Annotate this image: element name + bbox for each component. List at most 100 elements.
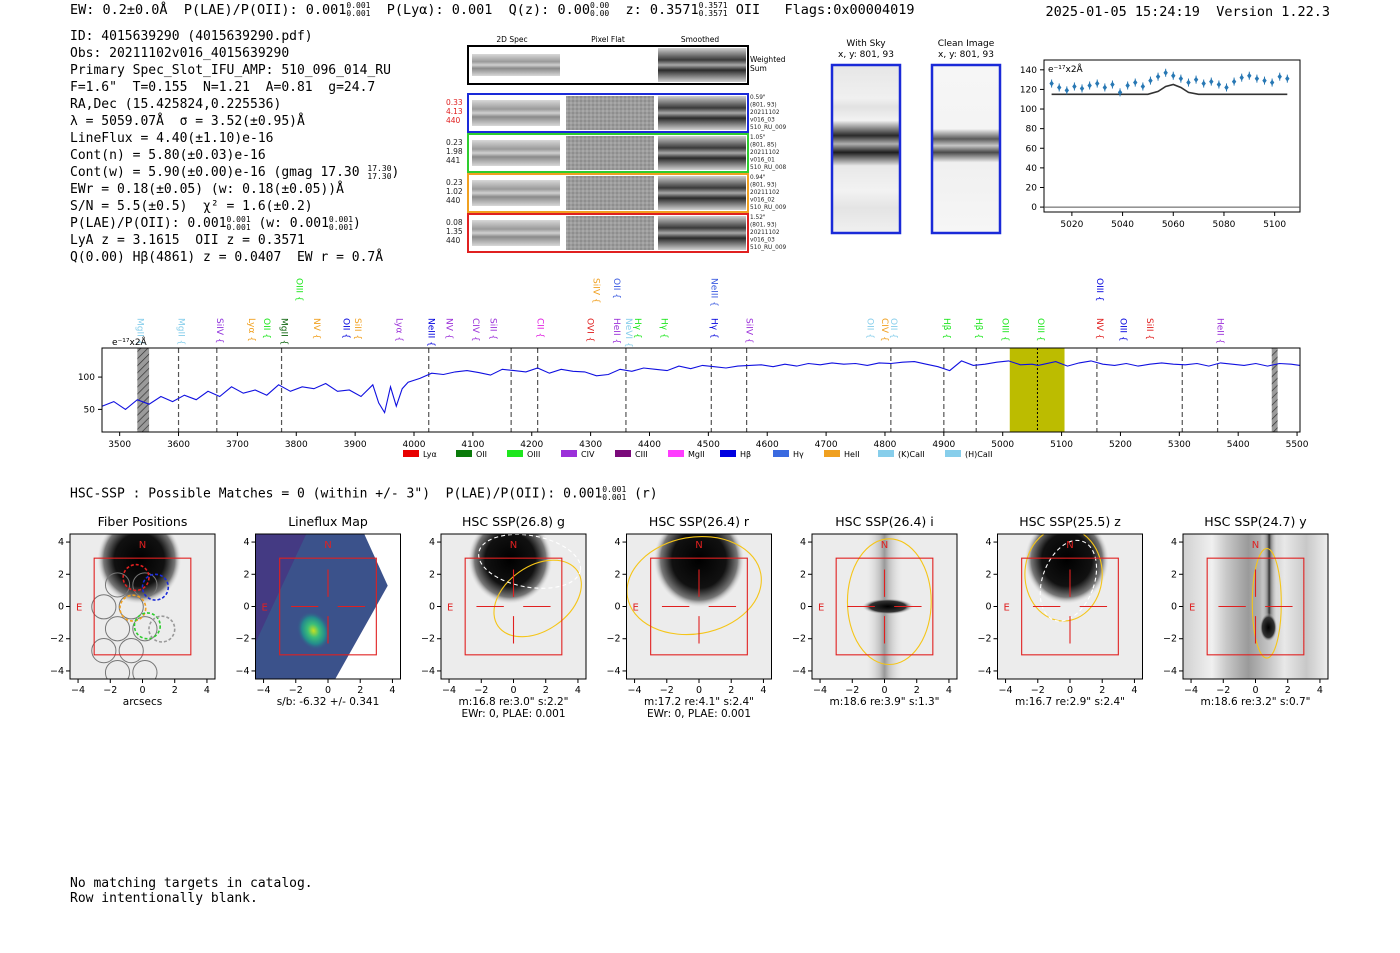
info-ewr: EWr = 0.18(±0.05) (w: 0.18(±0.05))Å (70, 182, 344, 197)
line-label: HeII { (611, 318, 621, 344)
x-tick-label: −2 (1216, 685, 1230, 696)
zoom-data-point (1110, 81, 1115, 88)
weighted-label-2: Sum (750, 64, 767, 73)
spectrum-x-tick-label: 4900 (932, 440, 955, 450)
x-tick-label: 0 (510, 685, 516, 696)
spec2d-flat (566, 136, 654, 170)
zoom-y-tick-label: 100 (1020, 105, 1037, 115)
zoom-y-tick-label: 20 (1026, 183, 1038, 193)
x-tick-label: −4 (1184, 685, 1198, 696)
clean-image (930, 63, 1002, 235)
zoom-x-tick-label: 5040 (1111, 220, 1134, 230)
detection-info: ID: 4015639290 (4015639290.pdf) Obs: 202… (70, 28, 399, 266)
zoom-line-chart: e⁻¹⁷x2Å 5020 5040 5060 5080 5100 0 20 40 60 80 100… (1020, 59, 1301, 230)
fiber-footprints (91, 563, 176, 679)
line-label: NeVI { (623, 318, 633, 348)
legend-item: HeII (824, 450, 860, 459)
spec2d-right-value: (801, 93) (750, 103, 777, 109)
line-label: Lyα { (393, 318, 403, 342)
fiber-circle (118, 638, 144, 664)
zoom-data-point (1095, 80, 1100, 87)
info-fit: F=1.6" T=0.155 N=1.21 A=0.81 g=24.7 (70, 80, 376, 95)
y-tick-label: 0 (429, 602, 435, 613)
compass-east: E (447, 603, 453, 614)
spec2d-right-value: 510_RU_009 (750, 245, 787, 251)
zoom-model-curve (1051, 83, 1288, 96)
search-box (1206, 557, 1305, 656)
x-tick-label: 4 (1317, 685, 1323, 696)
footer-line-2: Row intentionally blank. (70, 891, 258, 906)
x-tick-label: −2 (1031, 685, 1045, 696)
legend-label: OIII (527, 450, 540, 459)
compass-east: E (633, 603, 639, 614)
spec2d-left-value: 440 (446, 196, 461, 205)
panel-caption: m:18.6 re:3.9" s:1.3" (830, 696, 940, 708)
hsc-title: HSC-SSP : Possible Matches = 0 (within +… (70, 485, 658, 502)
spectrum-x-tick-label: 5300 (1168, 440, 1191, 450)
spec2d-right-value: 20211102 (750, 190, 780, 196)
zoom-x-tick-label: 5060 (1162, 220, 1185, 230)
spec2d-right-value: v016_03 (750, 118, 775, 124)
x-tick-label: −4 (999, 685, 1013, 696)
legend-label: OII (476, 450, 487, 459)
y-tick-label: 4 (58, 537, 64, 548)
spec2d-right-value: (801, 93) (750, 223, 777, 229)
spectrum-y-tick-label: 50 (84, 405, 96, 415)
spectrum-x-tick-label: 5400 (1227, 440, 1250, 450)
col-header-2d: 2D Spec (496, 35, 527, 44)
zoom-x-tick-label: 5080 (1213, 220, 1236, 230)
info-radec: RA,Dec (15.425824,0.225536) (70, 97, 282, 112)
zoom-data-point (1193, 76, 1199, 83)
spec2d-left-value: 440 (446, 236, 461, 245)
zoom-data-point (1277, 73, 1282, 80)
fiber-circle (132, 616, 158, 642)
weighted-label-1: Weighted (750, 55, 786, 64)
line-label: OVI { (585, 318, 595, 342)
y-tick-label: 2 (614, 569, 620, 580)
spectrum-frame (101, 347, 1301, 433)
legend-label: Hβ (740, 450, 751, 459)
spec2d-left-value: 1.35 (446, 227, 463, 236)
aperture-ellipse (626, 535, 762, 636)
x-tick-label: −4 (628, 685, 642, 696)
x-tick-label: −2 (845, 685, 859, 696)
flux-empty-region (335, 563, 401, 679)
search-box (464, 557, 563, 656)
spec2d-right-value: 20211102 (750, 230, 780, 236)
fiber-highlight (119, 594, 147, 622)
legend-label: MgII (688, 450, 705, 459)
line-label: SiIV { (744, 318, 754, 344)
timestamp-version: 2025-01-05 15:24:19 Version 1.22.3 (1046, 4, 1331, 20)
col-header-flat: Pixel Flat (591, 35, 625, 44)
spec2d-raw (472, 140, 560, 166)
compass-east: E (818, 603, 824, 614)
hsc-image (812, 534, 957, 679)
footer-line-1: No matching targets in catalog. (70, 876, 313, 891)
version: Version 1.22.3 (1216, 4, 1330, 20)
x-tick-label: 2 (357, 685, 363, 696)
legend-item: Lyα (403, 450, 437, 459)
legend-item: CIV (561, 450, 595, 459)
panel-caption: m:16.8 re:3.0" s:2.2" (459, 696, 569, 708)
spectrum-line (101, 360, 1301, 415)
ew-value: EW: 0.2±0.0Å (70, 2, 168, 18)
x-tick-label: 0 (1252, 685, 1258, 696)
x-tick-label: 4 (1131, 685, 1137, 696)
zoom-data-point (1201, 80, 1206, 87)
legend-label: CIII (635, 450, 648, 459)
spec2d-right-value: 20211102 (750, 110, 780, 116)
fiber-highlight (148, 615, 176, 643)
spectrum-x-tick-label: 3900 (344, 440, 367, 450)
spectrum-x-tick-label: 4800 (874, 440, 897, 450)
line-label: OII { (611, 278, 621, 299)
spec2d-right-value: v016_03 (750, 238, 775, 244)
x-tick-label: 4 (946, 685, 952, 696)
line-label: Hγ { (708, 318, 718, 339)
y-tick-label: −4 (606, 666, 620, 677)
panel-caption: m:16.7 re:2.9" s:2.4" (1015, 696, 1125, 708)
y-tick-label: −4 (977, 666, 991, 677)
x-tick-label: 2 (728, 685, 734, 696)
line-label: NeIII { (426, 318, 436, 347)
compass-north: N (881, 540, 888, 551)
z-value: z: 0.3571 (625, 2, 699, 18)
